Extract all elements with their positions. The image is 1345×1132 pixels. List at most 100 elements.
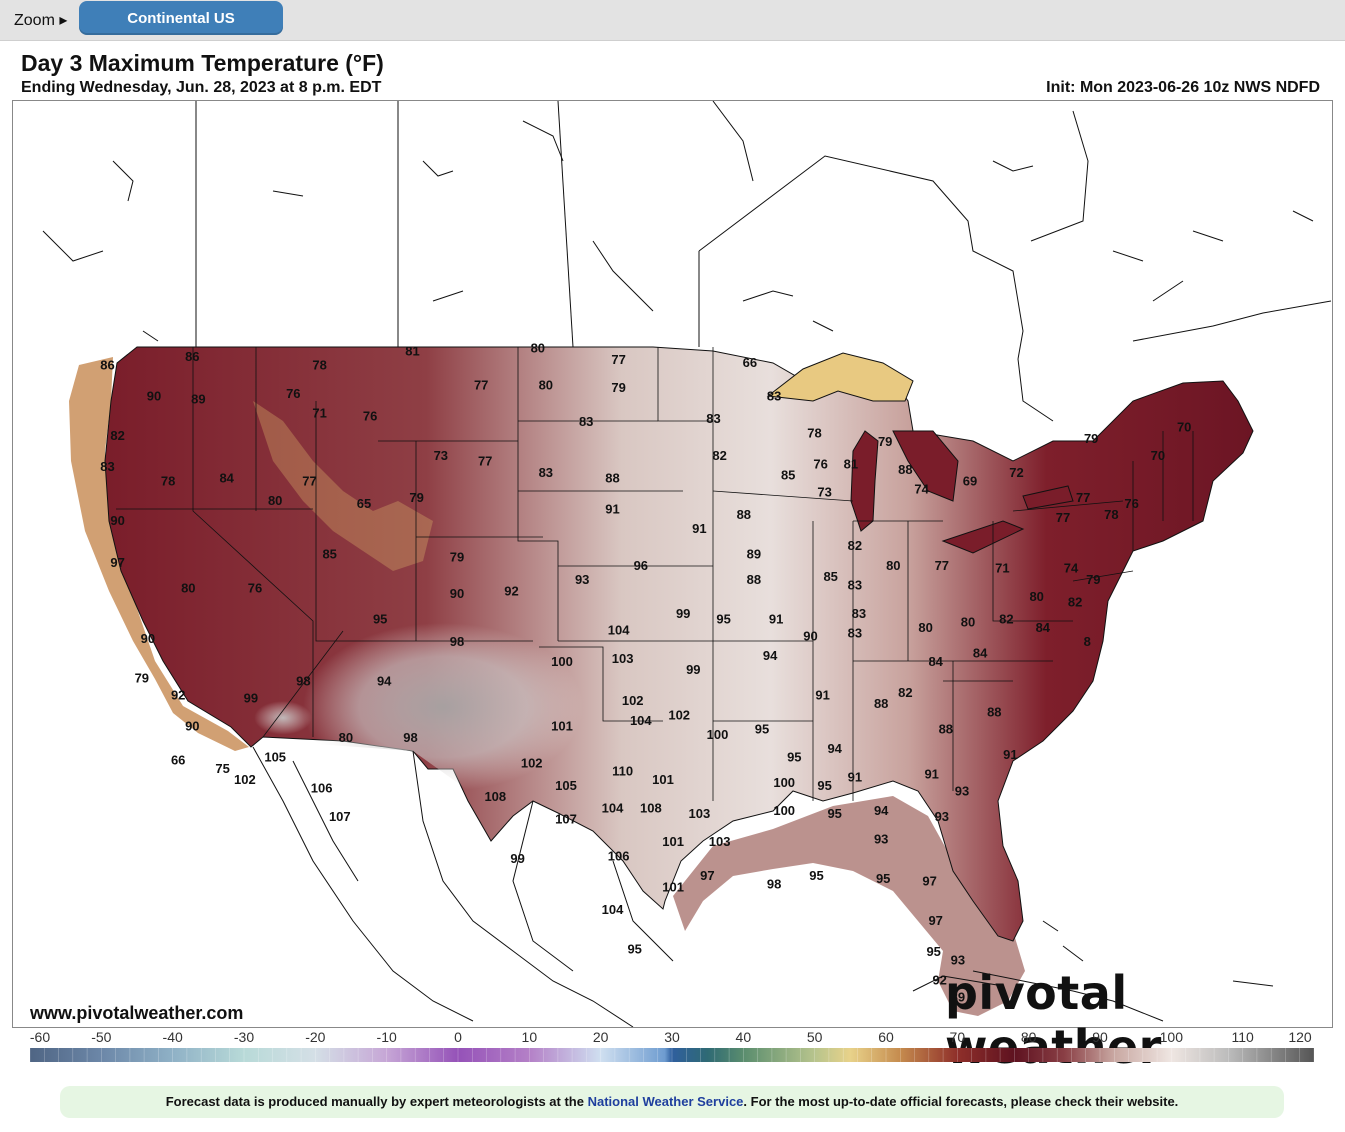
gulf-coastal-zone xyxy=(673,796,1025,1016)
colorbar-tick-label: 60 xyxy=(878,1029,894,1045)
colorbar-tick-label: 100 xyxy=(1159,1029,1184,1045)
temperature-label: 79 xyxy=(1084,431,1098,446)
temperature-label: 74 xyxy=(1064,561,1079,576)
nws-link[interactable]: National Weather Service xyxy=(587,1094,744,1109)
temperature-label: 77 xyxy=(478,454,492,469)
colorbar-tick-label: 50 xyxy=(806,1029,823,1045)
temperature-label: 82 xyxy=(1068,595,1082,610)
temperature-label: 95 xyxy=(716,612,730,627)
temperature-label: 79 xyxy=(450,549,464,564)
pacific-coastal-zone xyxy=(69,357,249,751)
lake-superior xyxy=(766,352,914,402)
southwest-hot-core xyxy=(213,521,713,821)
temperature-label: 108 xyxy=(640,800,662,815)
temperature-colorbar xyxy=(30,1048,1314,1062)
temperature-label: 70 xyxy=(1151,448,1165,463)
colorbar-tick-labels: -60 -50 -40 -30 -20 -10 0 10 20 30 40 50 60 70 80 90 100… xyxy=(30,1029,1314,1047)
temperature-label: 84 xyxy=(1036,620,1051,635)
temperature-label: 100 xyxy=(551,654,573,669)
temperature-label: 97 xyxy=(922,874,936,889)
temperature-label: 90 xyxy=(803,628,817,643)
temperature-label: 95 xyxy=(827,806,841,821)
temperature-label: 83 xyxy=(539,465,553,480)
temperature-label: 71 xyxy=(312,406,326,421)
temperature-label: 71 xyxy=(995,561,1009,576)
colorbar-tick-label: 20 xyxy=(592,1029,609,1045)
temperature-label: 78 xyxy=(1104,507,1118,522)
temperature-label: 88 xyxy=(987,705,1001,720)
temperature-label: 76 xyxy=(1124,496,1138,511)
temperature-label: 73 xyxy=(817,485,831,500)
temperature-label: 78 xyxy=(161,473,175,488)
temperature-label: 81 xyxy=(405,344,419,359)
temperature-label: 107 xyxy=(329,809,351,824)
temperature-label: 82 xyxy=(110,428,124,443)
temperature-label: 89 xyxy=(747,547,761,562)
map-panel[interactable]: 86 86 90 89 78 76 71 76 82 83 78 84 77 80 65 79 73 77 81 77… xyxy=(12,100,1333,1028)
temperature-label-layer: 86 86 90 89 78 76 71 76 82 83 78 84 77 80 65 79 73 77 81 77… xyxy=(100,341,1191,1005)
temperature-label: 65 xyxy=(357,496,371,511)
desert-hot-zone xyxy=(223,631,463,771)
temperature-label: 83 xyxy=(100,459,114,474)
temperature-label: 92 xyxy=(171,688,185,703)
temperature-label: 85 xyxy=(781,468,795,483)
temperature-label: 93 xyxy=(874,831,888,846)
temperature-label: 90 xyxy=(141,631,155,646)
temperature-label: 76 xyxy=(286,386,300,401)
temperature-label: 78 xyxy=(312,358,326,373)
temperature-label: 86 xyxy=(185,349,199,364)
temperature-label: 91 xyxy=(848,769,862,784)
temperature-label: 66 xyxy=(743,355,757,370)
temperature-label: 94 xyxy=(763,648,778,663)
temperature-label: 80 xyxy=(961,614,975,629)
colorbar-tick-label: 30 xyxy=(664,1029,680,1045)
footer-notice: Forecast data is produced manually by ex… xyxy=(60,1086,1284,1118)
lake-huron xyxy=(892,430,959,502)
temperature-label: 76 xyxy=(363,408,377,423)
temperature-label: 83 xyxy=(579,414,593,429)
temperature-label: 79 xyxy=(878,434,892,449)
temperature-label: 99 xyxy=(244,690,258,705)
colorbar-tick-label: -50 xyxy=(91,1029,112,1045)
temperature-label: 69 xyxy=(963,473,977,488)
temperature-label: 79 xyxy=(611,380,625,395)
temperature-label: 79 xyxy=(1086,572,1100,587)
temperature-label: 100 xyxy=(707,727,729,742)
temperature-label: 102 xyxy=(622,693,644,708)
temperature-label: 82 xyxy=(999,612,1013,627)
temperature-label: 102 xyxy=(234,772,256,787)
temperature-label: 83 xyxy=(852,606,866,621)
temperature-label: 80 xyxy=(918,620,932,635)
colorbar-tick-label: 90 xyxy=(1092,1029,1108,1045)
temperature-label: 84 xyxy=(219,471,234,486)
init-time: Init: Mon 2023-06-26 10z NWS NDFD xyxy=(1046,79,1320,96)
temperature-label: 91 xyxy=(924,767,938,782)
temperature-label: 74 xyxy=(914,482,929,497)
temperature-label: 77 xyxy=(474,377,488,392)
temperature-label: 91 xyxy=(1003,747,1017,762)
temperature-label: 88 xyxy=(898,462,912,477)
colorbar-tick-label: 110 xyxy=(1231,1029,1254,1045)
temperature-label: 83 xyxy=(706,411,720,426)
temperature-label: 76 xyxy=(248,580,262,595)
temperature-label: 82 xyxy=(848,538,862,553)
colorbar-tick-label: -60 xyxy=(29,1029,51,1045)
temperature-label: 102 xyxy=(521,755,543,770)
map-subtitle: Ending Wednesday, Jun. 28, 2023 at 8 p.m… xyxy=(21,79,382,96)
temperature-label: 88 xyxy=(737,507,751,522)
map-graphics xyxy=(42,101,1332,1027)
colorbar-tick-label: 40 xyxy=(735,1029,752,1045)
temperature-label: 93 xyxy=(955,784,969,799)
temperature-label: 85 xyxy=(823,569,837,584)
temperature-label: 90 xyxy=(147,389,161,404)
region-select-button[interactable]: Continental US xyxy=(79,1,283,35)
top-toolbar: Zoom ▸ Continental US xyxy=(0,0,1345,41)
temperature-label: 84 xyxy=(928,654,943,669)
temperature-label: 77 xyxy=(1056,510,1070,525)
temperature-label: 88 xyxy=(874,696,888,711)
temperature-label: 95 xyxy=(817,778,831,793)
temperature-label: 90 xyxy=(450,586,464,601)
temperature-label: 95 xyxy=(876,871,890,886)
pivotal-weather-logo: pivotal weather xyxy=(945,966,1162,1074)
colorbar-tick-label: 70 xyxy=(949,1029,966,1045)
